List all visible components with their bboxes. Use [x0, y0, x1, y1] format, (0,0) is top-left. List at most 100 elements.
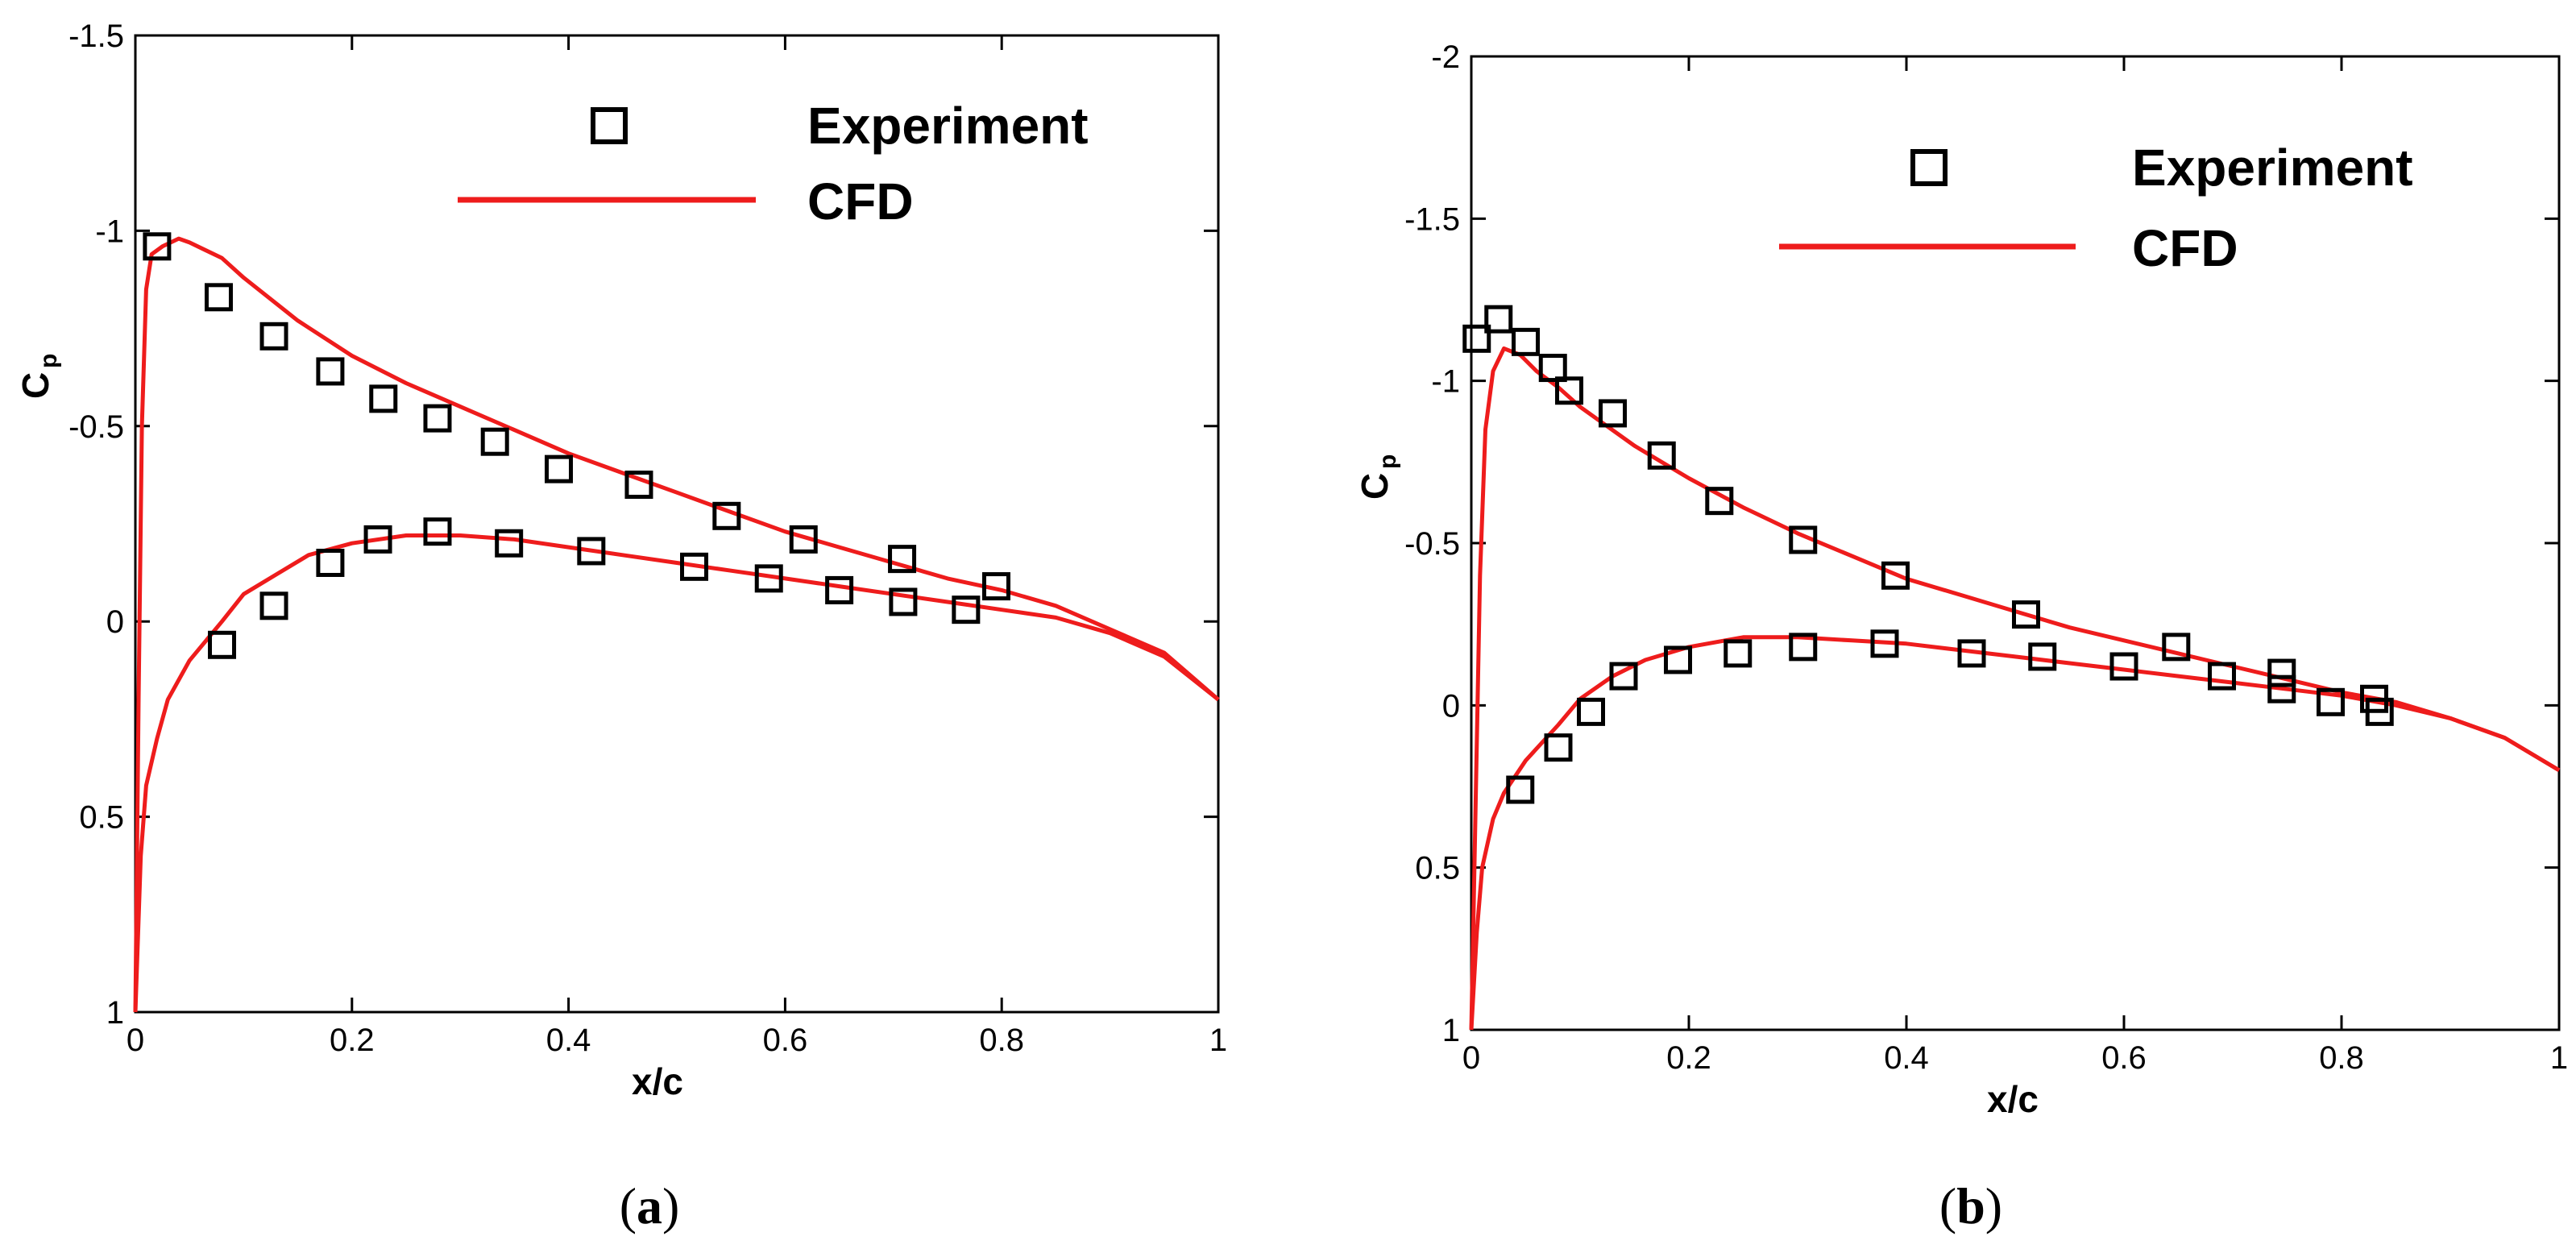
experiment-markers-b: [1462, 305, 2394, 804]
experiment-point: [259, 591, 288, 620]
experiment-point: [712, 501, 741, 530]
y-tick-label: 0: [106, 604, 124, 640]
cfd-series-line: [133, 236, 1220, 1013]
experiment-point: [2267, 674, 2296, 703]
experiment-point: [1664, 645, 1692, 674]
experiment-point: [981, 572, 1010, 601]
experiment-point: [1647, 441, 1676, 470]
y-axis-label-sub-a: p: [35, 354, 62, 368]
y-tick-label: -0.5: [68, 409, 124, 445]
y-tick-label: 1: [1442, 1013, 1460, 1048]
experiment-point: [1462, 324, 1491, 353]
experiment-point: [888, 545, 917, 574]
y-axis-label-a: C p: [15, 354, 62, 399]
experiment-point: [2109, 652, 2138, 681]
axis-ticks-b: 0 0.2 0.4 0.6 0.8 1 -2 -1.5 -1 -0.5 0 0.5 1: [1404, 39, 2568, 1076]
legend-marker-experiment-b: [1910, 149, 1948, 186]
y-tick-label: 1: [106, 995, 124, 1031]
caption-letter-b: b: [1956, 1177, 1985, 1234]
experiment-point: [889, 587, 918, 616]
experiment-point: [1599, 399, 1627, 428]
caption-open-paren-a: (: [620, 1177, 637, 1234]
experiment-point: [789, 525, 818, 554]
experiment-point: [423, 404, 452, 433]
caption-open-paren-b: (: [1939, 1177, 1956, 1234]
y-tick-label: 0: [1442, 688, 1460, 724]
experiment-point: [1544, 733, 1573, 762]
experiment-point: [1724, 639, 1753, 668]
x-tick-label: 0.8: [979, 1023, 1024, 1058]
experiment-point: [1957, 639, 1986, 668]
experiment-point: [316, 357, 345, 386]
y-tick-label: -2: [1431, 39, 1460, 75]
experiment-point: [1870, 629, 1899, 658]
cfd-lines-b: [1469, 346, 2561, 1031]
panel-b: 0 0.2 0.4 0.6 0.8 1 -2 -1.5 -1 -0.5 0 0.5 1 Experime…: [1354, 39, 2568, 1234]
experiment-point: [680, 552, 709, 581]
experiment-point: [1789, 633, 1818, 662]
y-tick-label: -0.5: [1404, 526, 1460, 562]
experiment-point: [1705, 487, 1734, 516]
axis-ticks-a: 0 0.2 0.4 0.6 0.8 1 -1.5 -1 -0.5 0 0.5 1: [68, 19, 1227, 1058]
experiment-point: [2365, 697, 2394, 726]
experiment-point: [2162, 633, 2191, 662]
plot-frame-a: [134, 34, 1220, 1014]
experiment-point: [259, 322, 288, 351]
y-tick-label: 0.5: [79, 800, 124, 836]
x-tick-label: 1: [2550, 1040, 2568, 1076]
experiment-point: [1609, 662, 1638, 691]
experiment-point: [1538, 354, 1567, 383]
legend-b: Experiment CFD: [1779, 139, 2413, 277]
y-tick-label: 0.5: [1415, 851, 1460, 886]
x-tick-label: 1: [1209, 1023, 1227, 1058]
x-tick-label: 0: [1462, 1040, 1480, 1076]
x-tick-label: 0.4: [1884, 1040, 1929, 1076]
experiment-point: [1555, 376, 1583, 405]
caption-close-paren-a: ): [662, 1177, 679, 1234]
experiment-point: [1577, 697, 1605, 726]
experiment-point: [204, 283, 233, 312]
x-tick-label: 0: [127, 1023, 144, 1058]
y-tick-label: -1.5: [68, 19, 124, 54]
legend-marker-experiment-a: [591, 107, 628, 144]
experiment-point: [1506, 775, 1535, 804]
x-tick-label: 0.6: [2101, 1040, 2147, 1076]
experiment-point: [423, 517, 452, 546]
legend-label-cfd-a: CFD: [807, 172, 914, 230]
caption-letter-a: a: [637, 1177, 662, 1234]
experiment-point: [2267, 658, 2296, 687]
panel-a: 0 0.2 0.4 0.6 0.8 1 -1.5 -1 -0.5 0 0.5 1 Experiment…: [15, 19, 1227, 1234]
x-tick-label: 0.4: [546, 1023, 591, 1058]
experiment-point: [1512, 327, 1540, 356]
y-axis-label-main-a: C: [15, 372, 56, 399]
experiment-point: [363, 525, 392, 554]
experiment-point: [1881, 561, 1910, 590]
plot-frame-b: [1470, 55, 2561, 1031]
experiment-point: [208, 630, 237, 659]
experiment-point: [2208, 662, 2236, 691]
experiment-point: [754, 564, 783, 593]
experiment-point: [369, 384, 398, 413]
x-tick-label: 0.8: [2319, 1040, 2364, 1076]
x-tick-label: 0.6: [763, 1023, 808, 1058]
experiment-point: [545, 454, 574, 483]
x-axis-label-a: x/c: [632, 1060, 683, 1102]
cfd-series-line: [133, 533, 1220, 1013]
legend-label-cfd-b: CFD: [2132, 219, 2238, 277]
experiment-point: [1484, 305, 1513, 334]
experiment-point: [2317, 687, 2345, 716]
experiment-point: [2028, 642, 2057, 671]
legend-label-experiment-a: Experiment: [807, 97, 1089, 155]
x-tick-label: 0.2: [1666, 1040, 1711, 1076]
cfd-series-line: [1469, 635, 2561, 1031]
y-axis-label-b: C p: [1354, 454, 1401, 500]
y-axis-label-sub-b: p: [1375, 454, 1401, 469]
experiment-point: [624, 471, 653, 500]
y-tick-label: -1: [1431, 364, 1460, 400]
experiment-point: [495, 529, 524, 558]
y-tick-label: -1: [95, 214, 124, 249]
experiment-point: [825, 575, 854, 604]
y-tick-label: -1.5: [1404, 201, 1460, 237]
experiment-point: [2012, 600, 2040, 629]
